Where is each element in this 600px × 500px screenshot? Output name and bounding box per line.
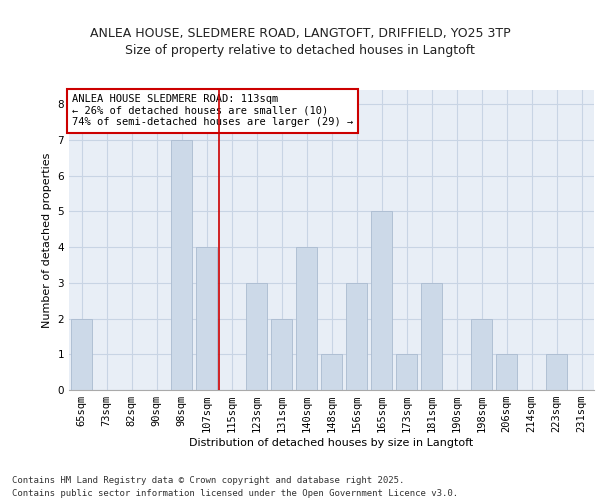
Bar (296, 247, 317, 390)
Bar (396, 354, 417, 390)
Bar (171, 140, 192, 390)
Text: Contains HM Land Registry data © Crown copyright and database right 2025.
Contai: Contains HM Land Registry data © Crown c… (12, 476, 458, 498)
Bar (271, 318, 292, 390)
Y-axis label: Number of detached properties: Number of detached properties (42, 152, 52, 328)
Bar (496, 354, 517, 390)
Text: ANLEA HOUSE SLEDMERE ROAD: 113sqm
← 26% of detached houses are smaller (10)
74% : ANLEA HOUSE SLEDMERE ROAD: 113sqm ← 26% … (72, 94, 353, 128)
Text: ANLEA HOUSE, SLEDMERE ROAD, LANGTOFT, DRIFFIELD, YO25 3TP: ANLEA HOUSE, SLEDMERE ROAD, LANGTOFT, DR… (89, 28, 511, 40)
X-axis label: Distribution of detached houses by size in Langtoft: Distribution of detached houses by size … (190, 438, 473, 448)
Bar (321, 354, 342, 390)
Bar (471, 318, 492, 390)
Text: Size of property relative to detached houses in Langtoft: Size of property relative to detached ho… (125, 44, 475, 57)
Bar (246, 283, 267, 390)
Bar (196, 247, 217, 390)
Bar (346, 283, 367, 390)
Bar (421, 283, 442, 390)
Bar (546, 354, 567, 390)
Bar (71, 318, 92, 390)
Bar (371, 212, 392, 390)
